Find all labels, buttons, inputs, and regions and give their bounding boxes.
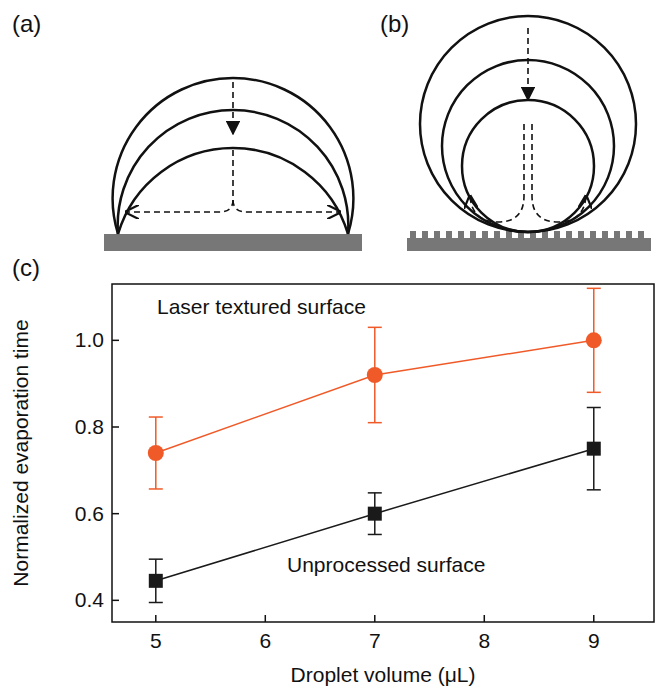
figure: (a) (b) (c) 5 6 7 8 9 0.4 0.6 0.8 1.0 Droplet volume…: [0, 0, 664, 695]
plot-marks: [148, 288, 602, 602]
pillar: [458, 231, 464, 238]
error-cap: [587, 288, 601, 290]
pillar: [626, 231, 632, 238]
error-cap: [587, 407, 601, 409]
series-label: Unprocessed surface: [287, 553, 485, 576]
error-cap: [587, 489, 601, 491]
error-cap: [149, 488, 163, 490]
flow-line: [233, 200, 340, 212]
error-cap: [149, 558, 163, 560]
substrate: [407, 238, 651, 251]
error-cap: [587, 392, 601, 394]
pillar: [422, 231, 428, 238]
data-point: [368, 507, 382, 521]
pillar: [482, 231, 488, 238]
error-cap: [368, 534, 382, 536]
data-point: [149, 574, 163, 588]
arrow: [232, 82, 234, 134]
x-tick: [155, 615, 157, 622]
panel-label: (c): [12, 254, 40, 281]
y-axis-title: Normalized evaporation time: [9, 319, 32, 586]
data-point: [367, 367, 383, 383]
x-tick: [265, 615, 267, 622]
pillar: [494, 231, 500, 238]
droplet-profile: [113, 78, 354, 234]
pillar: [566, 231, 572, 238]
x-tick: [374, 615, 376, 622]
series-line: [156, 449, 594, 581]
error-bar: [149, 559, 163, 602]
series-label: Laser textured surface: [157, 295, 366, 318]
data-point: [148, 445, 164, 461]
pillar: [434, 231, 440, 238]
diagram-a: [104, 78, 362, 251]
diagram-b: [407, 16, 651, 251]
y-tick: [112, 426, 119, 428]
pillar: [410, 231, 416, 238]
data-point: [587, 442, 601, 456]
pillar: [470, 231, 476, 238]
arrow: [527, 28, 529, 100]
pillar: [506, 231, 512, 238]
flow-line: [470, 124, 524, 222]
x-tick-label: 8: [478, 629, 490, 652]
y-tick: [112, 513, 119, 515]
droplet-profile: [442, 60, 614, 232]
y-tick-label: 0.8: [75, 415, 104, 438]
x-tick: [484, 615, 486, 622]
flow-line: [126, 150, 233, 212]
droplet-profile: [118, 110, 349, 234]
y-tick-label: 0.6: [75, 502, 104, 525]
droplet-profile: [420, 16, 636, 232]
pillar: [614, 231, 620, 238]
error-cap: [149, 416, 163, 418]
pillar: [602, 231, 608, 238]
x-tick-label: 9: [588, 629, 600, 652]
droplet-profile: [462, 100, 594, 232]
y-tick-label: 0.4: [75, 588, 105, 611]
data-point: [586, 332, 602, 348]
error-bar: [587, 408, 601, 490]
panel-label: (b): [380, 10, 409, 37]
error-cap: [368, 327, 382, 329]
pillar: [554, 231, 560, 238]
error-cap: [149, 602, 163, 604]
substrate: [104, 234, 362, 251]
droplet-profile: [118, 148, 348, 234]
error-bar: [368, 327, 382, 422]
plot-frame: [112, 284, 654, 622]
x-tick-label: 5: [150, 629, 162, 652]
pillar: [590, 231, 596, 238]
y-tick: [112, 340, 119, 342]
error-bar: [587, 288, 601, 392]
error-cap: [368, 492, 382, 494]
x-tick-label: 7: [369, 629, 381, 652]
pillar: [446, 231, 452, 238]
y-tick-label: 1.0: [75, 328, 104, 351]
error-bar: [149, 417, 163, 489]
y-tick: [112, 600, 119, 602]
error-cap: [368, 422, 382, 424]
pillar: [578, 231, 584, 238]
x-tick: [593, 615, 595, 622]
x-tick-label: 6: [259, 629, 271, 652]
panel-label: (a): [12, 10, 41, 37]
flow-line: [532, 124, 586, 222]
x-axis-title: Droplet volume (μL): [291, 663, 476, 686]
error-bar: [368, 493, 382, 535]
pillar: [638, 231, 644, 238]
